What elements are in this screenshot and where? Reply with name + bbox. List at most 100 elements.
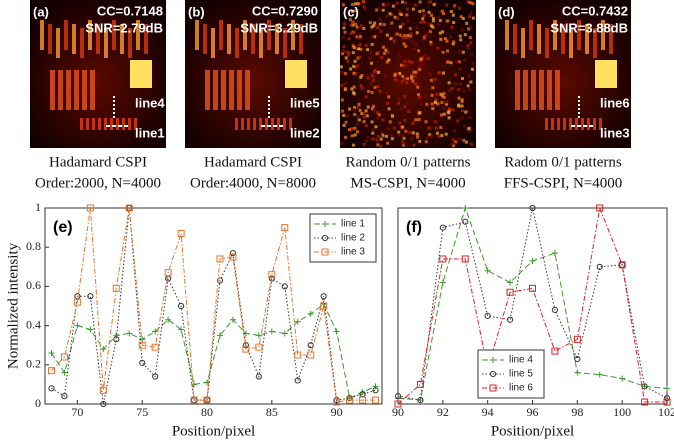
- marker: [74, 322, 81, 329]
- marker: [462, 205, 469, 211]
- noise: [362, 111, 366, 115]
- noise: [431, 106, 435, 110]
- noise: [469, 41, 473, 45]
- noise: [391, 36, 395, 40]
- noise: [355, 45, 359, 49]
- y-tick-label: 0.6: [26, 278, 41, 292]
- marker: [507, 279, 514, 286]
- marker: [573, 335, 581, 343]
- noise: [439, 113, 443, 117]
- noise: [468, 129, 472, 133]
- noise: [378, 17, 382, 21]
- marker: [138, 341, 146, 349]
- noise: [417, 63, 421, 67]
- noise: [441, 30, 445, 34]
- noise: [353, 106, 357, 110]
- noise: [412, 143, 416, 147]
- noise: [463, 124, 467, 128]
- marker: [87, 326, 94, 333]
- line-label: line6: [600, 95, 630, 110]
- noise: [399, 33, 403, 37]
- marker: [100, 400, 107, 408]
- marker: [281, 283, 288, 290]
- marker: [484, 312, 491, 319]
- noise: [340, 141, 344, 145]
- noise: [382, 23, 386, 27]
- noise: [340, 83, 344, 87]
- noise: [376, 84, 380, 88]
- noise: [360, 73, 364, 77]
- noise: [464, 140, 468, 144]
- noise: [439, 92, 443, 96]
- noise: [414, 118, 418, 122]
- noise: [351, 9, 355, 13]
- series-line: [51, 207, 376, 403]
- marker: [268, 328, 275, 335]
- marker: [177, 229, 185, 237]
- marker: [359, 396, 367, 404]
- noise: [417, 118, 421, 122]
- noise: [427, 1, 431, 5]
- noise: [391, 4, 395, 8]
- noise: [447, 107, 451, 111]
- bar-pattern: [90, 70, 95, 110]
- noise: [416, 135, 420, 139]
- noise: [346, 51, 350, 55]
- legend-symbol: [489, 384, 497, 392]
- noise: [442, 95, 446, 99]
- bar-pattern: [529, 20, 533, 50]
- marker: [229, 249, 237, 257]
- noise: [449, 35, 453, 39]
- bar-pattern: [205, 70, 210, 110]
- legend-label: line 4: [509, 355, 533, 366]
- x-tick-label: 90: [392, 405, 404, 419]
- caption: Order:4000, N=8000: [190, 175, 316, 191]
- noise: [351, 44, 355, 48]
- bar-pattern: [74, 70, 79, 110]
- noise: [469, 12, 473, 16]
- line-label: line5: [290, 95, 320, 110]
- marker: [372, 387, 379, 394]
- noise: [362, 26, 366, 30]
- noise: [371, 131, 375, 135]
- bar-pattern: [195, 20, 199, 50]
- marker: [320, 302, 328, 310]
- bar-pattern: [547, 70, 552, 110]
- noise: [457, 88, 461, 92]
- noise: [371, 137, 375, 141]
- noise: [403, 95, 407, 99]
- bar-pattern: [227, 24, 231, 54]
- series-line: [397, 206, 667, 405]
- marker: [529, 257, 536, 264]
- noise: [416, 85, 420, 89]
- noise: [457, 60, 461, 64]
- noise: [437, 15, 441, 19]
- bar-pattern: [92, 118, 95, 130]
- marker: [641, 398, 649, 406]
- noise: [407, 109, 411, 113]
- bar-pattern: [253, 118, 256, 130]
- noise: [418, 139, 422, 143]
- bar-pattern: [235, 28, 239, 58]
- marker: [190, 396, 198, 404]
- x-tick-label: 75: [136, 405, 148, 419]
- noise: [451, 138, 455, 142]
- noise: [414, 42, 418, 46]
- noise: [340, 52, 344, 56]
- noise: [344, 135, 348, 139]
- noise: [471, 16, 475, 20]
- noise: [395, 78, 399, 82]
- bar-pattern: [122, 118, 125, 130]
- noise: [466, 44, 470, 48]
- marker: [152, 328, 159, 335]
- bar-pattern: [259, 118, 262, 130]
- noise: [428, 0, 432, 4]
- noise: [392, 41, 396, 45]
- noise: [459, 38, 463, 42]
- noise: [446, 60, 450, 64]
- noise: [370, 91, 374, 95]
- caption: Order:2000, N=4000: [35, 175, 161, 191]
- noise: [417, 49, 421, 53]
- marker: [320, 301, 327, 308]
- noise: [350, 20, 354, 24]
